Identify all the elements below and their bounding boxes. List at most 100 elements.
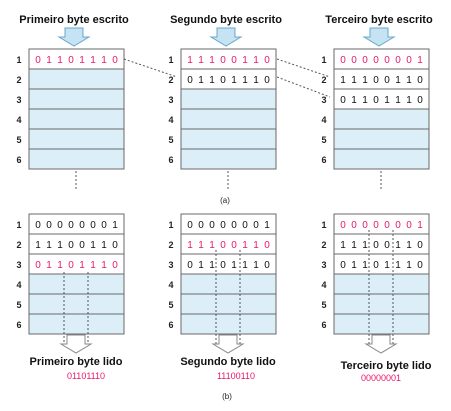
register-cell [333,128,430,150]
shift-connector-line [123,58,178,78]
bit-digit: 0 [264,260,270,271]
bit-digit: 1 [242,75,248,86]
bit-digit: 0 [395,220,401,231]
bit-digit: 1 [112,220,118,231]
bit-digit: 0 [340,220,346,231]
bit-digit: 0 [68,240,74,251]
bit-digit: 1 [417,55,423,66]
bit-digit: 1 [395,240,401,251]
bit-digit: 0 [253,220,259,231]
bit-digit: 1 [79,55,85,66]
bit-digit: 0 [35,260,41,271]
stack-a1-title: Primeiro byte escrito [19,14,129,26]
bit-digit: 0 [340,55,346,66]
register-cell [180,253,277,275]
bit-digit: 1 [406,240,412,251]
register-cell [180,313,277,335]
bit-digit: 1 [406,260,412,271]
bit-digit: 1 [242,55,248,66]
row-number: 3 [16,260,21,270]
read-arrow-icon [59,334,93,354]
row-number: 4 [321,280,326,290]
bit-digit: 1 [198,75,204,86]
bit-digit: 0 [373,75,379,86]
bit-digit: 0 [231,220,237,231]
bit-digit: 0 [112,240,118,251]
register-cell [333,213,430,235]
row-number: 5 [16,300,21,310]
register-cell [333,253,430,275]
register-cell [28,148,125,170]
bit-digit: 0 [395,55,401,66]
bit-digit: 0 [362,55,368,66]
bit-digit: 1 [395,75,401,86]
stack-b3-read-value: 00000001 [361,373,401,383]
bit-digit: 0 [242,220,248,231]
bit-digit: 0 [373,95,379,106]
bit-digit: 0 [101,220,107,231]
row-number: 2 [16,75,21,85]
bit-digit: 0 [46,220,52,231]
bit-digit: 0 [264,75,270,86]
bit-digit: 0 [351,55,357,66]
bit-digit: 1 [46,260,52,271]
stack-a2-title: Segundo byte escrito [170,14,282,26]
bit-digit: 0 [373,240,379,251]
row-number: 5 [168,135,173,145]
bit-digit: 1 [231,260,237,271]
register-cell [28,293,125,315]
register-cell [28,253,125,275]
bit-digit: 0 [384,240,390,251]
bit-digit: 1 [340,75,346,86]
bit-digit: 1 [90,240,96,251]
bit-digit: 1 [253,55,259,66]
caption-b: (b) [222,392,232,401]
caption-a: (a) [220,196,230,205]
register-cell [333,48,430,70]
bit-digit: 0 [187,75,193,86]
stack-b1-read-label: Primeiro byte lido [30,356,123,368]
row-number: 1 [168,55,173,65]
bit-digit: 0 [220,260,226,271]
bit-digit: 0 [68,55,74,66]
bit-digit: 1 [46,55,52,66]
row-number: 2 [168,240,173,250]
register-cell [28,108,125,130]
bit-digit: 0 [406,220,412,231]
row-number: 1 [321,220,326,230]
bit-digit: 1 [264,220,270,231]
bit-digit: 0 [79,240,85,251]
bit-digit: 1 [362,240,368,251]
bit-digit: 0 [384,220,390,231]
register-cell [28,233,125,255]
stack-a3: Terceiro byte escrito 1 0 0 0 0 0 0 0 12 1 1 1 0 0 1 1 0… [321,14,433,170]
bit-digit: 1 [242,240,248,251]
bit-digit: 0 [351,220,357,231]
register-cell [333,313,430,335]
bit-digit: 0 [35,220,41,231]
bit-digit: 1 [406,75,412,86]
row-number: 1 [168,220,173,230]
register-cell [28,128,125,150]
bit-digit: 1 [187,55,193,66]
row-number: 5 [321,300,326,310]
bit-digit: 1 [362,95,368,106]
bit-digit: 1 [384,95,390,106]
row-number: 1 [321,55,326,65]
stack-b1-read-value: 01101110 [67,371,105,381]
bit-digit: 0 [264,55,270,66]
register-cell [180,273,277,295]
row-number: 6 [321,320,326,330]
bit-digit: 1 [340,240,346,251]
bit-digit: 0 [384,55,390,66]
bit-digit: 1 [253,260,259,271]
register-cell [180,233,277,255]
bit-digit: 1 [46,240,52,251]
register-cell [28,213,125,235]
row-number: 4 [321,115,326,125]
bit-digit: 1 [79,260,85,271]
